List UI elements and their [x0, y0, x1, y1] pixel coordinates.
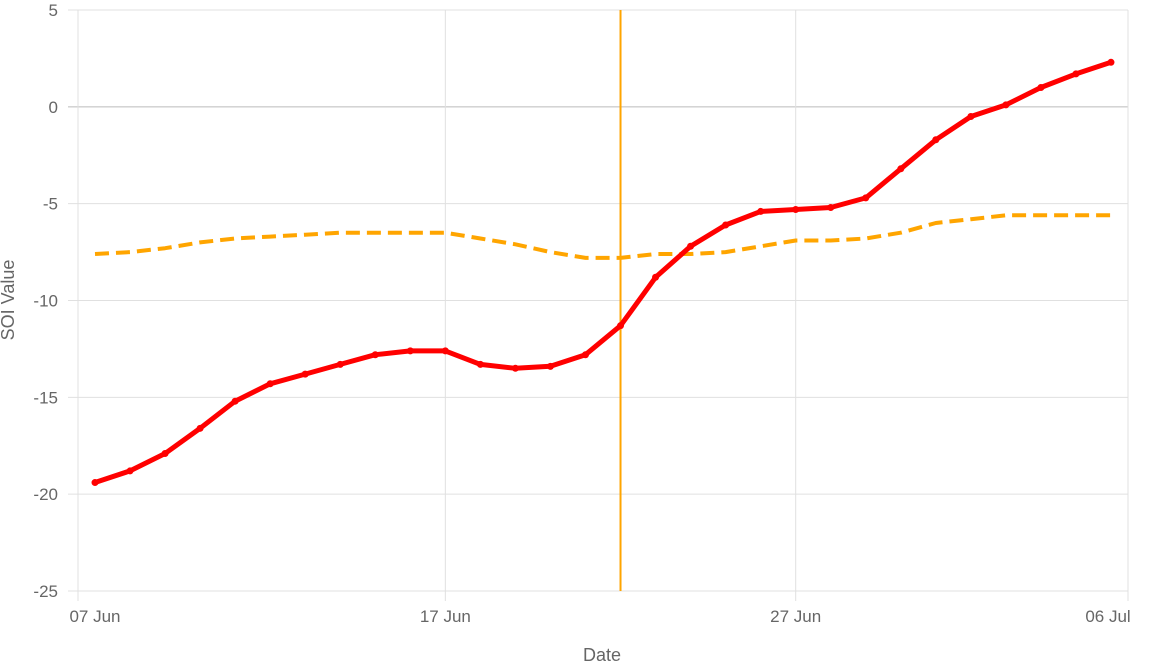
y-tick-label: -20 [33, 485, 58, 504]
data-point [1037, 83, 1045, 91]
data-point [897, 165, 905, 173]
data-point [371, 351, 379, 359]
data-point [441, 347, 449, 355]
grid [68, 9, 1129, 601]
series-line-dashed [94, 213, 1111, 260]
data-point [757, 207, 765, 215]
data-point [1072, 70, 1080, 78]
data-point [91, 479, 99, 487]
series-line-solid [92, 59, 1114, 485]
y-tick-label: -10 [33, 292, 58, 311]
data-point [827, 204, 835, 212]
y-axis-title: SOI Value [0, 260, 18, 341]
data-point [511, 364, 519, 372]
data-point [581, 351, 589, 359]
data-point [617, 322, 625, 330]
data-point [862, 194, 870, 202]
data-point [301, 370, 309, 378]
data-point [336, 360, 344, 368]
data-point [161, 449, 169, 457]
data-point [792, 205, 800, 213]
y-tick-label: -25 [33, 582, 58, 601]
data-point [932, 136, 940, 144]
series-layer [91, 58, 1115, 487]
data-point [126, 467, 134, 475]
data-point [546, 362, 554, 370]
x-tick-label: 17 Jun [420, 607, 471, 626]
data-point [476, 360, 484, 368]
y-tick-label: 5 [49, 1, 58, 20]
x-axis-title: Date [583, 645, 621, 665]
data-point [231, 397, 239, 405]
tick-labels: 5 0 -5 -10 -15 -20 -25 07 Jun 17 Jun 27 Jun 06 Jul [33, 1, 1130, 626]
data-point [1107, 58, 1115, 66]
data-point [196, 424, 204, 432]
data-point [687, 242, 695, 250]
y-tick-label: -15 [33, 388, 58, 407]
x-tick-label: 07 Jun [69, 607, 120, 626]
data-point [266, 380, 274, 388]
data-point [967, 113, 975, 121]
data-point [652, 273, 660, 281]
data-point [722, 221, 730, 229]
x-tick-label: 06 Jul [1085, 607, 1130, 626]
x-tick-label: 27 Jun [770, 607, 821, 626]
y-tick-label: -5 [43, 195, 58, 214]
y-tick-label: 0 [49, 98, 58, 117]
data-point [1002, 101, 1010, 109]
data-point [406, 347, 414, 355]
